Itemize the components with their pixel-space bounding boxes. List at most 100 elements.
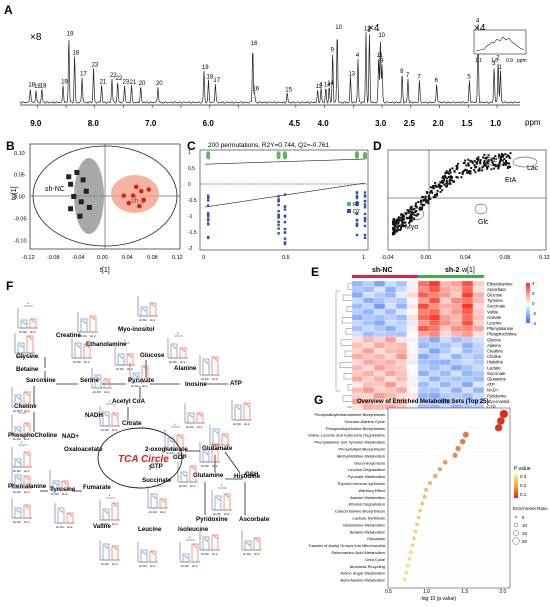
mini-point [257,540,259,542]
enrichment-category: Warburg Effect [359,488,386,493]
heatmap-cell [417,376,430,382]
splot-point [504,153,507,156]
splot-point [443,174,446,177]
group-label-sh-2: sh-2 [131,198,145,205]
heatmap-cell [384,348,397,354]
colorbar-label: -2 [532,311,536,316]
peak-label: 12 [316,84,323,90]
pathway-node: Valine [93,523,111,530]
splot-point [505,161,508,164]
splot-point [394,229,397,232]
heatmap-cell [395,325,408,332]
mini-bar-sh-2 [141,365,149,383]
heatmap-cell [472,381,485,388]
mini-point [247,405,249,407]
heatmap-cell [351,370,364,377]
enrichment-dot [408,550,413,554]
splot-point [429,186,432,189]
mini-point [84,322,86,324]
splot-point [447,175,450,178]
splot-point [450,176,453,179]
panel-letter-c: C [187,139,196,153]
inset-frame [473,29,527,55]
peak-label: 6 [435,78,439,84]
heatmap-cell [428,331,441,338]
splot-point [414,205,417,208]
mini-point [162,500,164,502]
q2-point [277,209,280,213]
enrichment-category: Gluconeogenesis [354,460,385,465]
splot-point [434,184,437,187]
mini-group-label: sh-2 [160,510,166,514]
splot-point [455,175,458,178]
heatmap-cell [395,370,408,377]
heatmap-cell [395,314,408,321]
heatmap-cell [373,292,386,298]
q2-point [363,224,367,228]
heatmap-cell [450,320,463,326]
splot-point [414,210,417,213]
heatmap-cell [417,364,430,371]
splot-point [452,180,455,183]
heatmap-cell [406,314,419,321]
heatmap-cell [384,280,397,287]
mini-point [24,323,26,325]
heatmap-cell [428,359,441,366]
splot-point [402,225,405,228]
splot-point [427,194,430,197]
mini-point [151,551,153,553]
colorbar-step [526,301,530,303]
mini-bar-sh-2 [103,378,111,389]
heatmap-cell [362,308,375,315]
mini-bar-sh-nc [202,358,210,376]
y-tick-label: -1 [188,214,193,220]
q2-point [363,191,367,194]
mini-group-label: sh-2 [24,437,30,441]
peak-label: 12 [364,27,371,33]
mini-point [213,444,215,446]
mini-group-label: sh-2 [212,552,218,556]
mini-point [70,515,72,517]
y-tick-label: -0.5 [188,198,197,204]
e-group-bar-sh-nc [352,275,418,278]
mini-group-label: sh-NC [101,562,109,566]
splot-point [458,171,461,174]
mini-group-label: sh-NC [56,525,64,529]
splot-point [470,167,473,170]
mini-bar-sh-nc [102,508,110,521]
splot-point [401,221,404,224]
heatmap-cell [373,331,386,338]
splot-point [394,225,397,228]
x-tick-label: 4.5 [289,119,301,128]
x-tick-label: 0 [202,255,205,261]
peak-label: 18 [34,84,41,90]
mini-bar-sh-nc [212,428,220,446]
heatmap-row-label: Pyridoxine [487,393,507,398]
q2-point [283,208,287,211]
mini-group-label: sh-2 [24,490,30,494]
peak-label: 5 [467,75,471,81]
splot-point [399,228,402,231]
c-legend-r2: R2 [353,202,360,208]
mini-bar-sh-2 [243,402,251,421]
enrichment-dot [499,409,508,419]
q2-point [283,227,287,231]
splot-point [392,223,395,226]
x-tick-label: 8.0 [88,119,100,128]
heatmap-cell [373,336,386,343]
mini-group-label: sh-2 [197,425,203,429]
scale-label-3: ×4 [474,23,486,34]
peak-label: 9 [380,59,384,65]
sig-mark: * [189,535,191,540]
mini-bar-sh-nc [80,318,88,333]
mini-group-label: sh-NC [13,437,21,441]
heatmap-row-label: Alanine [487,343,502,348]
pathway-edge [224,451,241,474]
q2-point [207,204,210,207]
splot-point [396,221,399,224]
enrichment-category: Glutathione Metabolism [343,522,386,527]
splot-point [482,165,485,168]
mini-group-label: sh-NC [166,451,174,455]
x-tick-label: 0.00 [97,255,108,261]
